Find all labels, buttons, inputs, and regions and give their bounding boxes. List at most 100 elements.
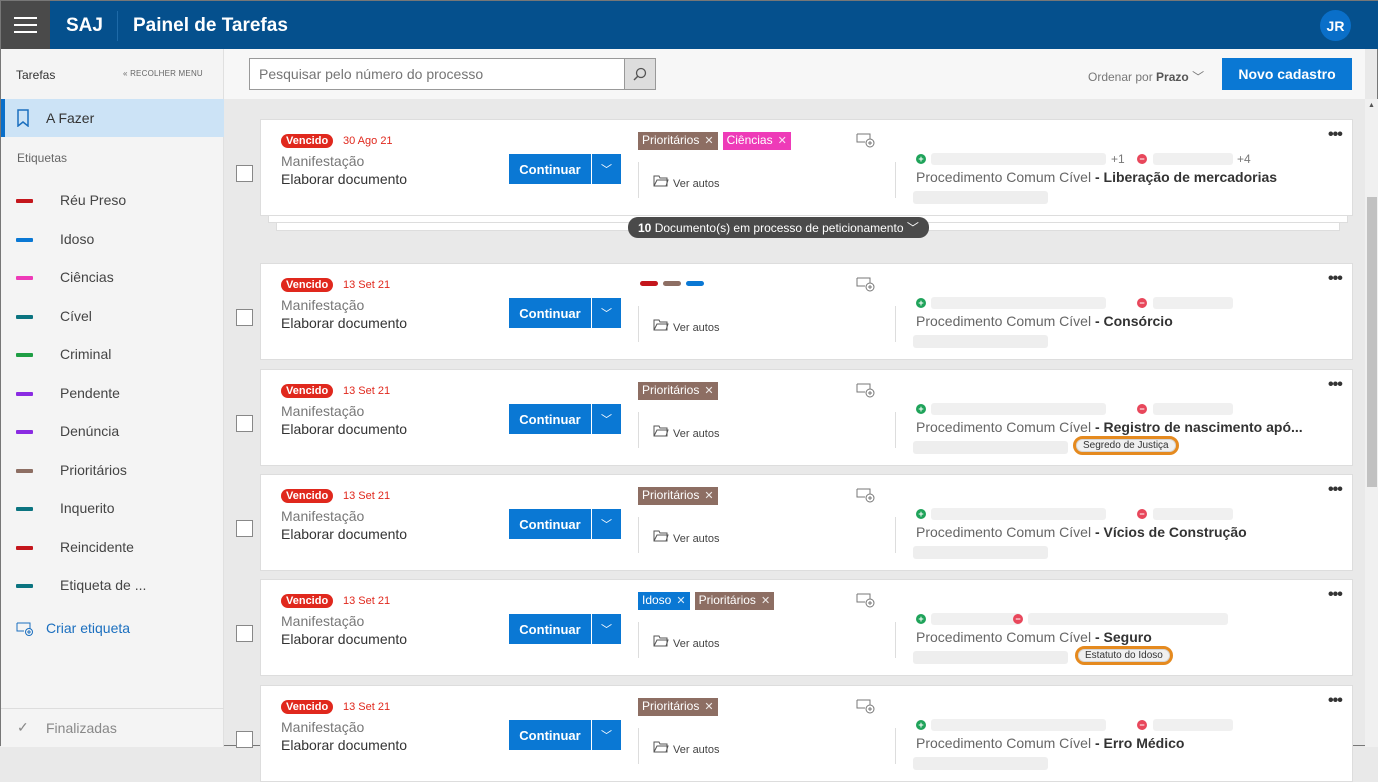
view-records-link[interactable]: Ver autos: [653, 634, 719, 650]
process-subject: Liberação de mercadorias: [1103, 169, 1278, 185]
passive-party-icon: −: [1137, 298, 1147, 308]
redacted-party: [931, 297, 1106, 309]
tag-color-list[interactable]: [640, 281, 704, 286]
continue-button[interactable]: Continuar: [509, 614, 591, 644]
petition-text: Documento(s) em processo de peticionamen…: [654, 221, 904, 235]
label-color-swatch: [16, 430, 33, 434]
close-icon[interactable]: ✕: [704, 135, 714, 147]
more-options-icon[interactable]: •••: [1328, 126, 1343, 143]
close-icon[interactable]: ✕: [704, 490, 714, 502]
search-button[interactable]: [624, 58, 656, 90]
view-records-link[interactable]: Ver autos: [653, 529, 719, 545]
redacted-party: [1153, 153, 1233, 165]
process-class: Procedimento Comum Cível: [916, 313, 1092, 329]
add-tag-icon[interactable]: [856, 277, 876, 292]
continue-button[interactable]: Continuar: [509, 154, 591, 184]
redacted-party: [1153, 719, 1233, 731]
divider: [1, 708, 224, 709]
task-checkbox[interactable]: [236, 309, 253, 326]
label-color-swatch: [16, 545, 33, 550]
add-tag-icon[interactable]: [856, 383, 876, 398]
task-type: Manifestação: [281, 719, 365, 735]
tag-chip[interactable]: Idoso ✕: [638, 592, 690, 610]
process-description: Procedimento Comum Cível - Erro Médico: [916, 735, 1185, 751]
avatar[interactable]: JR: [1320, 10, 1351, 41]
continue-dropdown-button[interactable]: ﹀: [592, 298, 621, 328]
tag-chip[interactable]: Ciências ✕: [722, 132, 791, 150]
view-records-link[interactable]: Ver autos: [653, 174, 719, 190]
process-class: Procedimento Comum Cível: [916, 169, 1092, 185]
more-options-icon[interactable]: •••: [1328, 586, 1343, 603]
redacted-party: [931, 153, 1106, 165]
menu-icon[interactable]: [1, 1, 50, 49]
sidebar-item-a-fazer[interactable]: A Fazer: [1, 99, 224, 137]
task-checkbox[interactable]: [236, 415, 253, 432]
more-options-icon[interactable]: •••: [1328, 481, 1343, 498]
redacted-party: [931, 508, 1106, 520]
continue-button[interactable]: Continuar: [509, 404, 591, 434]
label-color-swatch: [16, 314, 33, 319]
view-records-link[interactable]: Ver autos: [653, 740, 719, 756]
more-active-parties[interactable]: +1: [1111, 152, 1125, 166]
continue-button[interactable]: Continuar: [509, 509, 591, 539]
continue-button[interactable]: Continuar: [509, 298, 591, 328]
tag-chip[interactable]: Prioritários ✕: [638, 698, 718, 716]
sidebar-item-finalizadas[interactable]: ✓ Finalizadas: [17, 719, 117, 736]
redacted-party: [931, 613, 1021, 625]
continue-dropdown-button[interactable]: ﹀: [592, 614, 621, 644]
scrollbar-thumb[interactable]: [1367, 197, 1377, 487]
more-passive-parties[interactable]: +4: [1237, 152, 1251, 166]
sort-value: Prazo: [1156, 70, 1189, 84]
continue-button[interactable]: Continuar: [509, 720, 591, 750]
task-checkbox[interactable]: [236, 625, 253, 642]
tag-chip[interactable]: Prioritários ✕: [638, 132, 718, 150]
task-checkbox[interactable]: [236, 731, 253, 748]
task-checkbox[interactable]: [236, 165, 253, 182]
view-records-link[interactable]: Ver autos: [653, 424, 719, 440]
close-icon[interactable]: ✕: [704, 385, 714, 397]
close-icon[interactable]: ✕: [704, 701, 714, 713]
add-tag-icon[interactable]: [856, 488, 876, 503]
add-tag-icon[interactable]: [856, 133, 876, 148]
close-icon[interactable]: ✕: [676, 595, 686, 607]
redacted-party: [1153, 508, 1233, 520]
redacted-party: [931, 719, 1106, 731]
view-records-link[interactable]: Ver autos: [653, 318, 719, 334]
task-action: Elaborar documento: [281, 315, 408, 331]
continue-dropdown-button[interactable]: ﹀: [592, 404, 621, 434]
tag-chip[interactable]: Prioritários ✕: [694, 592, 775, 610]
divider: [895, 622, 896, 658]
scrollbar[interactable]: ▲: [1365, 99, 1378, 747]
add-tag-icon[interactable]: [856, 699, 876, 714]
task-action: Elaborar documento: [281, 526, 408, 542]
new-button[interactable]: Novo cadastro: [1222, 58, 1352, 90]
scroll-up-icon[interactable]: ▲: [1368, 102, 1375, 109]
tag-chip[interactable]: Prioritários ✕: [638, 382, 718, 400]
redacted-process-number: [913, 546, 1048, 559]
search-input[interactable]: [249, 58, 625, 90]
brand-logo[interactable]: SAJ: [66, 15, 103, 36]
task-action: Elaborar documento: [281, 737, 408, 753]
label-text: Inquerito: [60, 500, 115, 516]
label-text: Denúncia: [60, 423, 120, 439]
more-options-icon[interactable]: •••: [1328, 692, 1343, 709]
close-icon[interactable]: ✕: [760, 595, 771, 607]
petition-toggle[interactable]: 10 Documento(s) em processo de peticiona…: [628, 217, 929, 238]
folder-icon: [653, 175, 669, 187]
task-card: Vencido 13 Set 21 Manifestação Elaborar …: [260, 369, 1353, 466]
continue-dropdown-button[interactable]: ﹀: [592, 509, 621, 539]
add-tag-icon[interactable]: [856, 593, 876, 608]
task-checkbox[interactable]: [236, 520, 253, 537]
collapse-menu-button[interactable]: « RECOLHER MENU: [123, 69, 203, 78]
close-icon[interactable]: ✕: [777, 135, 787, 147]
sort-dropdown[interactable]: Ordenar por Prazo ﹀: [1088, 68, 1204, 85]
app-header: SAJ Painel de Tarefas JR: [1, 1, 1378, 49]
more-options-icon[interactable]: •••: [1328, 270, 1343, 287]
continue-dropdown-button[interactable]: ﹀: [592, 154, 621, 184]
sort-label: Ordenar por: [1088, 70, 1153, 84]
more-options-icon[interactable]: •••: [1328, 376, 1343, 393]
process-description: Procedimento Comum Cível - Liberação de …: [916, 169, 1278, 185]
passive-party-icon: −: [1013, 614, 1023, 624]
continue-dropdown-button[interactable]: ﹀: [592, 720, 621, 750]
tag-chip[interactable]: Prioritários ✕: [638, 487, 718, 505]
